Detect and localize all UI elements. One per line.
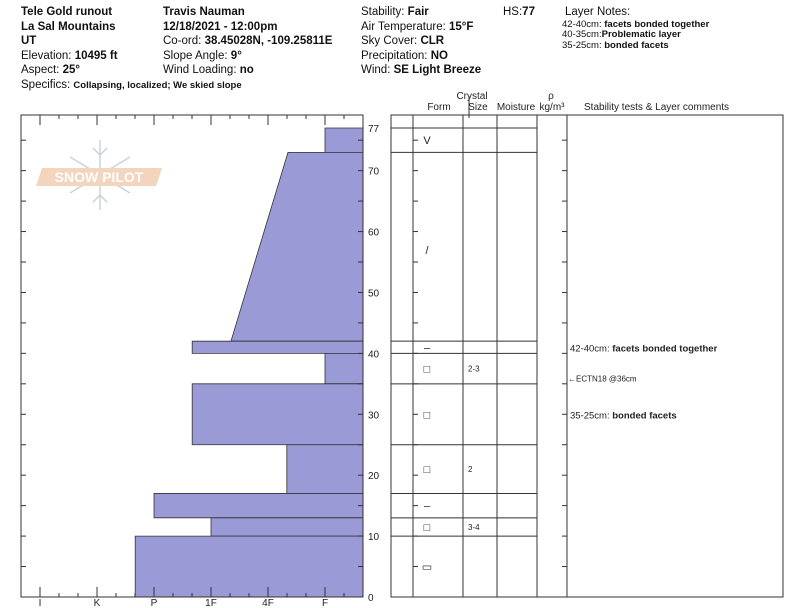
rho-header: ρ <box>548 91 554 102</box>
depth-label: 30 <box>368 410 380 421</box>
crystal-form-icon: V <box>423 135 431 147</box>
depth-label: 10 <box>368 532 380 543</box>
specifics-label: Specifics: <box>21 78 71 91</box>
crystal-form-icon: – <box>424 342 431 354</box>
layer-note: 42-40cm: facets bonded together <box>562 18 710 30</box>
coord: 38.45028N, -109.25811E <box>204 35 333 47</box>
hs: 77 <box>522 6 535 18</box>
state: UT <box>21 35 37 47</box>
crystal-form-icon: □ <box>424 464 431 476</box>
depth-label: 40 <box>368 349 380 360</box>
coord-label: Co-ord: <box>163 35 202 47</box>
stability-label: Stability: <box>361 6 405 18</box>
stability-comment: ←ECTN18 @36cm <box>568 375 637 384</box>
location-block: Tele Gold runout La Sal Mountains UT Ele… <box>21 5 242 93</box>
observer-block: Travis Nauman 12/18/2021 - 12:00pm Co-or… <box>163 5 332 78</box>
depth-label: 60 <box>368 228 380 239</box>
wind-label: Wind: <box>361 64 391 76</box>
hardness-bar <box>191 340 364 354</box>
hardness-label: P <box>151 598 158 608</box>
aspect-label: Aspect: <box>21 64 60 76</box>
hs-block: HS:77 <box>503 5 535 20</box>
stability-comment: 35-25cm: bonded facets <box>570 410 677 421</box>
crystal-form-icon: / <box>425 245 429 257</box>
crystal-form-icon: □ <box>424 409 431 421</box>
sky-label: Sky Cover: <box>361 35 418 47</box>
air-temp: 15°F <box>449 20 474 33</box>
layer-notes: Layer Notes: 42-40cm: facets bonded toge… <box>562 5 709 51</box>
hardness-bar <box>134 535 364 598</box>
wind: SE Light Breeze <box>393 64 482 76</box>
depth-label: 20 <box>368 471 380 482</box>
layer-table-frame <box>390 114 784 598</box>
crystal-size: 2 <box>468 465 473 474</box>
slope-label: Slope Angle: <box>163 49 228 62</box>
logo-text: SNOW PILOT <box>55 169 144 185</box>
location: Tele Gold runout <box>21 6 113 18</box>
hardness-bar <box>324 127 364 153</box>
crystal-header: Crystal <box>456 91 487 102</box>
specifics: Collapsing, localized; We skied slope <box>73 79 242 91</box>
crystal-form-icon: □ <box>424 364 431 376</box>
hardness-bar <box>324 352 364 385</box>
hardness-bar <box>286 444 364 494</box>
hardness-label: I <box>39 598 42 608</box>
slope: 9° <box>230 49 242 62</box>
moisture-header: Moisture <box>497 102 536 113</box>
depth-label: 50 <box>368 288 380 299</box>
hardness-bar <box>210 517 364 537</box>
crystal-form-icon: □ <box>424 522 431 534</box>
precip-label: Precipitation: <box>361 49 428 62</box>
stability-comment: 42-40cm: facets bonded together <box>570 343 718 354</box>
crystal-form-icon: ▭ <box>422 562 432 574</box>
elevation-label: Elevation: <box>21 49 72 62</box>
layer-note: 40-35cm:Problematic layer <box>562 29 681 40</box>
air-temp-label: Air Temperature: <box>361 20 446 33</box>
depth-label: 77 <box>368 124 380 135</box>
density-header: kg/m³ <box>540 102 566 113</box>
stability: Fair <box>407 6 429 18</box>
range: La Sal Mountains <box>21 20 116 33</box>
elevation: 10495 ft <box>74 49 118 62</box>
form-header: Form <box>427 102 450 113</box>
crystal-size: 2-3 <box>468 365 480 374</box>
precip: NO <box>430 49 448 62</box>
datetime: 12/18/2021 - 12:00pm <box>163 20 278 33</box>
crystal-form-icon: – <box>424 501 431 513</box>
depth-label: 70 <box>368 167 380 178</box>
hardness-label: K <box>94 598 101 608</box>
comments-header: Stability tests & Layer comments <box>584 102 729 113</box>
hardness-bar <box>191 383 364 446</box>
aspect: 25° <box>62 64 80 76</box>
snowpilot-logo: SNOW PILOT <box>36 140 162 210</box>
observer: Travis Nauman <box>163 6 245 18</box>
layer-note: 35-25cm: bonded facets <box>562 39 669 51</box>
sky: CLR <box>420 35 445 47</box>
layer-notes-title: Layer Notes: <box>565 6 631 18</box>
wind-loading: no <box>239 64 254 76</box>
hardness-label: F <box>322 598 328 608</box>
hardness-label: 4F <box>262 598 274 608</box>
crystal-size: 3-4 <box>468 523 480 532</box>
hardness-bar <box>230 151 364 342</box>
hs-label: HS: <box>503 6 523 18</box>
logo-band <box>36 168 162 186</box>
size-header: Size <box>468 102 488 113</box>
depth-label: 0 <box>368 593 374 604</box>
conditions-block: Stability: Fair Air Temperature: 15°F Sk… <box>361 5 481 78</box>
hardness-label: 1F <box>205 598 217 608</box>
hardness-bar <box>153 493 364 519</box>
wind-loading-label: Wind Loading: <box>163 64 237 76</box>
